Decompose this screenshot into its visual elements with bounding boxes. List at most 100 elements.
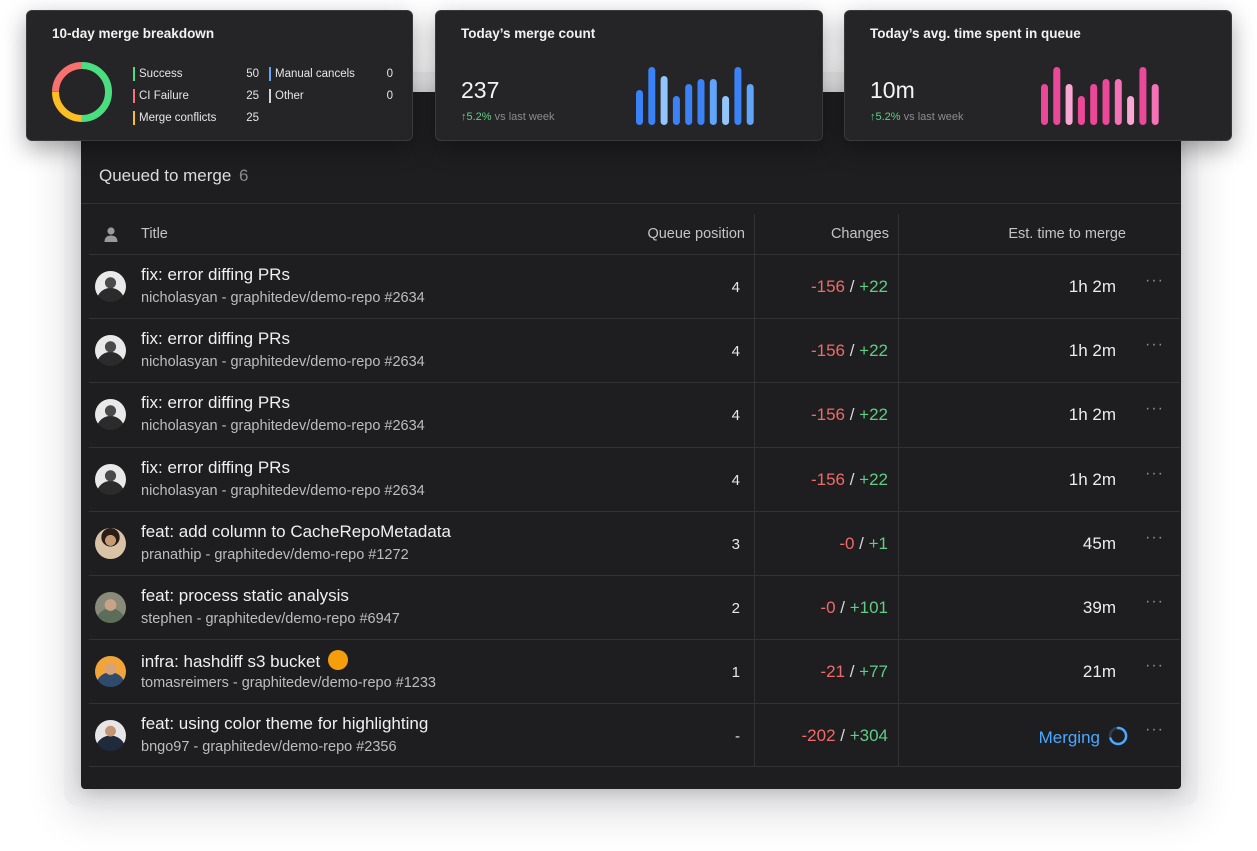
table-row[interactable]: fix: error diffing PRs nicholasyan - grap… xyxy=(89,446,1180,511)
spark-bar xyxy=(1041,84,1048,125)
card-title: 10-day merge breakdown xyxy=(52,26,215,41)
pr-title[interactable]: feat: add column to CacheRepoMetadata xyxy=(141,522,451,542)
queue-time-card: Today’s avg. time spent in queue 10m ↑5.… xyxy=(844,10,1232,141)
pr-title[interactable]: feat: using color theme for highlighting xyxy=(141,714,428,734)
more-options-icon[interactable]: ··· xyxy=(1145,593,1164,610)
delta-text: ↑5.2% vs last week xyxy=(870,111,964,123)
est-time: 39m xyxy=(1083,598,1116,618)
legend-label: Other xyxy=(275,90,304,102)
pr-title-text[interactable]: feat: process static analysis xyxy=(141,586,349,605)
pr-title-text[interactable]: infra: hashdiff s3 bucket xyxy=(141,652,321,672)
merge-queue-panel xyxy=(81,92,1181,789)
pr-title-text[interactable]: feat: add column to CacheRepoMetadata xyxy=(141,521,451,541)
avatar[interactable] xyxy=(95,592,126,623)
legend-item-merge-conflicts: Merge conflicts 25 xyxy=(133,107,259,129)
pr-title-text[interactable]: fix: error diffing PRs xyxy=(141,393,290,413)
changes: -156 / +22 xyxy=(811,277,888,297)
avatar[interactable] xyxy=(95,463,126,495)
queue-count: 6 xyxy=(239,166,249,185)
pr-title[interactable]: fix: error diffing PRs xyxy=(141,458,290,478)
column-est-time[interactable]: Est. time to merge xyxy=(1008,226,1126,242)
legend-left: Success 50 CI Failure 25 Merge conflicts… xyxy=(133,63,259,129)
avatar[interactable] xyxy=(95,527,126,559)
legend-value: 25 xyxy=(246,90,259,102)
more-options-icon[interactable]: ··· xyxy=(1145,336,1164,354)
additions: +304 xyxy=(849,726,888,746)
changes: -21 / +77 xyxy=(820,662,888,682)
table-row[interactable]: infra: hashdiff s3 bucket tomasreimers - … xyxy=(89,639,1180,703)
legend-label: CI Failure xyxy=(139,90,189,102)
pr-title[interactable]: fix: error diffing PRs xyxy=(141,393,290,413)
legend-item-ci-failure: CI Failure 25 xyxy=(133,85,259,107)
est-time: Merging xyxy=(1039,726,1128,748)
table-row[interactable]: feat: process static analysis stephen - g… xyxy=(89,575,1180,639)
more-options-icon[interactable]: ··· xyxy=(1145,400,1164,418)
changes-separator: / xyxy=(844,341,860,361)
pr-title[interactable]: infra: hashdiff s3 bucket xyxy=(141,650,349,672)
changes: -0 / +1 xyxy=(839,534,888,554)
table-header: Title Queue position Changes Est. time t… xyxy=(89,214,1181,254)
divider xyxy=(81,203,1181,204)
pr-title[interactable]: fix: error diffing PRs xyxy=(141,329,290,349)
more-options-icon[interactable]: ··· xyxy=(1145,464,1164,482)
avatar[interactable] xyxy=(95,399,126,431)
more-options-icon[interactable]: ··· xyxy=(1145,657,1164,675)
changes: -156 / +22 xyxy=(811,470,888,490)
spark-bar xyxy=(1127,96,1135,125)
donut-chart xyxy=(52,62,112,122)
avatar[interactable] xyxy=(95,720,126,752)
more-options-icon[interactable]: ··· xyxy=(1145,721,1164,739)
pr-subtitle: nicholasyan - graphitedev/demo-repo #263… xyxy=(141,418,425,435)
legend-label: Success xyxy=(139,68,183,80)
changes-separator: / xyxy=(844,662,860,682)
legend-value: 0 xyxy=(386,90,393,102)
avatar[interactable] xyxy=(95,656,126,688)
more-options-icon[interactable]: ··· xyxy=(1145,528,1164,546)
column-changes[interactable]: Changes xyxy=(830,226,889,242)
column-separator xyxy=(754,214,755,767)
legend-item-other: Other 0 xyxy=(269,85,393,107)
pr-title[interactable]: feat: process static analysis xyxy=(141,586,349,606)
queue-label: Queued to merge xyxy=(99,166,232,185)
legend-swatch xyxy=(133,111,135,125)
table-row[interactable]: fix: error diffing PRs nicholasyan - grap… xyxy=(89,382,1180,446)
table-row[interactable]: feat: using color theme for highlighting… xyxy=(89,703,1180,768)
delta-suffix: vs last week xyxy=(491,111,555,123)
est-time: 45m xyxy=(1083,534,1116,554)
est-time: 1h 2m xyxy=(1069,341,1116,361)
additions: +22 xyxy=(859,341,888,361)
user-icon xyxy=(104,227,118,242)
est-time-text: 1h 2m xyxy=(1068,405,1116,425)
pr-title-text[interactable]: fix: error diffing PRs xyxy=(141,457,290,477)
pr-title-text[interactable]: fix: error diffing PRs xyxy=(141,329,290,349)
more-options-icon[interactable]: ··· xyxy=(1145,272,1164,289)
spark-bar xyxy=(746,84,754,125)
queue-time-value: 10m xyxy=(870,77,915,103)
legend-value: 50 xyxy=(246,68,259,80)
legend-value: 25 xyxy=(246,112,259,124)
est-time: 1h 2m xyxy=(1069,470,1116,490)
spark-bar xyxy=(672,96,680,125)
avatar[interactable] xyxy=(95,335,126,367)
table-row[interactable]: fix: error diffing PRs nicholasyan - grap… xyxy=(89,318,1180,382)
pr-subtitle: nicholasyan - graphitedev/demo-repo #263… xyxy=(141,290,425,306)
column-title[interactable]: Title xyxy=(141,226,168,242)
pr-title-text[interactable]: fix: error diffing PRs xyxy=(141,265,290,284)
column-queue-position[interactable]: Queue position xyxy=(647,226,745,242)
table-row[interactable]: fix: error diffing PRs nicholasyan - grap… xyxy=(89,254,1180,318)
spark-bar xyxy=(636,90,643,125)
spark-bar xyxy=(1151,84,1159,125)
pr-title-text[interactable]: feat: using color theme for highlighting xyxy=(141,714,429,734)
additions: +101 xyxy=(849,598,888,617)
pr-title[interactable]: fix: error diffing PRs xyxy=(141,265,290,285)
spinner-icon xyxy=(1108,727,1128,746)
changes-separator: / xyxy=(844,277,860,296)
table-row[interactable]: feat: add column to CacheRepoMetadata pra… xyxy=(89,510,1180,575)
legend-swatch xyxy=(269,89,271,103)
est-time-text: 45m xyxy=(1082,533,1116,553)
legend-value: 0 xyxy=(386,68,393,80)
avatar[interactable] xyxy=(95,271,126,302)
est-time: 21m xyxy=(1083,662,1116,682)
est-time-text: Merging xyxy=(1038,728,1100,748)
pr-subtitle: stephen - graphitedev/demo-repo #6947 xyxy=(141,611,400,627)
